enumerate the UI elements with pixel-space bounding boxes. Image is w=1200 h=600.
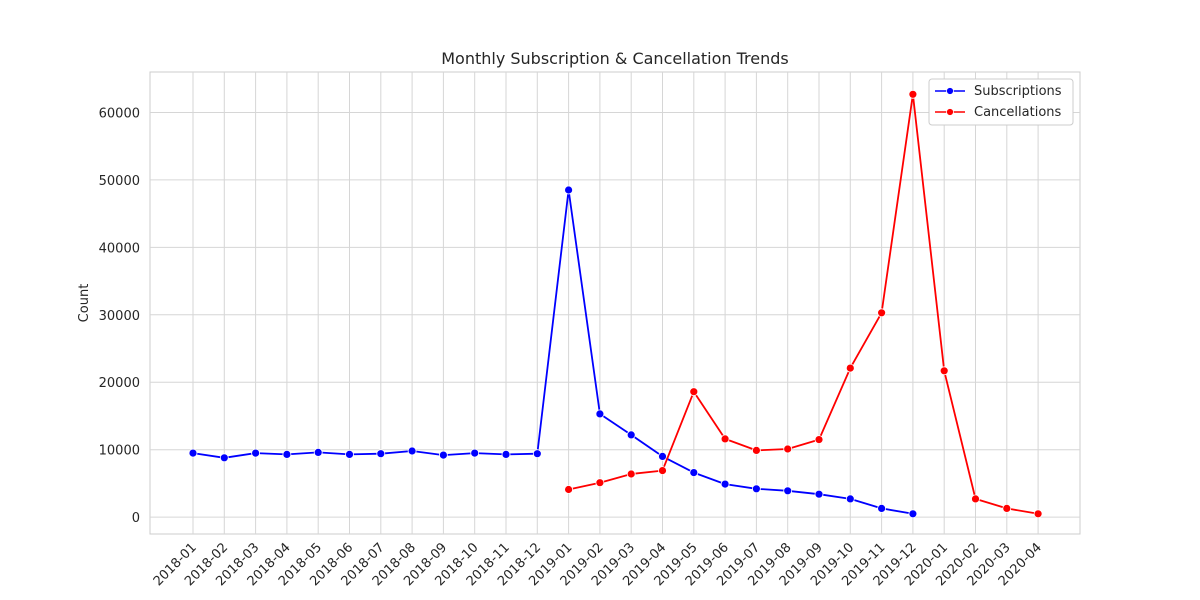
- plot-area: [149, 71, 1081, 535]
- y-axis-title: Count: [77, 284, 92, 323]
- data-point-subscriptions: [470, 448, 480, 458]
- data-point-cancellations: [877, 308, 886, 318]
- data-point-subscriptions: [188, 448, 198, 458]
- x-tick-labels: 2018-012018-022018-032018-042018-052018-…: [151, 540, 1045, 589]
- data-point-subscriptions: [595, 409, 605, 419]
- data-point-cancellations: [908, 89, 918, 99]
- data-point-subscriptions: [501, 449, 511, 459]
- data-point-subscriptions: [219, 453, 229, 463]
- data-point-subscriptions: [626, 430, 636, 440]
- data-point-cancellations: [783, 444, 793, 454]
- data-point-subscriptions: [407, 446, 417, 456]
- data-point-subscriptions: [814, 489, 824, 499]
- legend-subscriptions-marker: [946, 87, 954, 95]
- y-tick-label: 10000: [99, 444, 140, 459]
- data-point-subscriptions: [564, 185, 573, 195]
- legend-cancellations-marker: [946, 108, 954, 116]
- data-point-cancellations: [971, 494, 980, 504]
- data-point-subscriptions: [313, 447, 323, 457]
- chart-title: Monthly Subscription & Cancellation Tren…: [441, 49, 789, 68]
- data-point-subscriptions: [877, 503, 886, 513]
- data-point-cancellations: [1002, 503, 1012, 513]
- series-line-subscriptions: [192, 189, 914, 515]
- data-point-cancellations: [595, 478, 605, 488]
- data-point-cancellations: [720, 434, 730, 444]
- y-tick-label: 50000: [99, 174, 140, 189]
- data-point-cancellations: [752, 445, 761, 455]
- data-point-cancellations: [689, 387, 699, 397]
- y-tick-label: 40000: [99, 241, 140, 256]
- data-point-cancellations: [845, 363, 855, 373]
- x-gridlines: [192, 72, 1039, 534]
- data-point-subscriptions: [376, 449, 386, 459]
- y-tick-label: 0: [132, 511, 140, 526]
- data-point-subscriptions: [908, 509, 918, 519]
- data-point-cancellations: [814, 435, 824, 445]
- data-point-cancellations: [564, 485, 573, 494]
- data-point-subscriptions: [689, 468, 699, 478]
- data-point-cancellations: [658, 466, 667, 476]
- data-point-subscriptions: [438, 450, 448, 460]
- data-point-subscriptions: [251, 448, 261, 458]
- y-tick-labels: 0 10000 20000 30000 40000 50000 60000: [99, 106, 140, 526]
- legend-subscriptions-label: Subscriptions: [974, 84, 1062, 99]
- y-gridlines: [150, 111, 1080, 518]
- legend: Subscriptions Cancellations: [928, 78, 1074, 126]
- y-tick-label: 20000: [99, 376, 140, 391]
- data-point-subscriptions: [845, 494, 855, 504]
- data-point-cancellations: [626, 469, 636, 479]
- data-point-cancellations: [1033, 509, 1043, 519]
- y-tick-label: 30000: [99, 309, 140, 324]
- data-point-subscriptions: [720, 479, 730, 489]
- data-point-subscriptions: [783, 486, 793, 496]
- data-point-subscriptions: [532, 449, 542, 459]
- series-layer: [188, 89, 1043, 519]
- data-point-subscriptions: [282, 449, 292, 459]
- data-point-cancellations: [939, 366, 949, 376]
- series-line-cancellations: [568, 93, 1039, 515]
- data-point-subscriptions: [752, 484, 761, 494]
- y-tick-label: 60000: [99, 106, 140, 121]
- legend-cancellations-label: Cancellations: [974, 105, 1062, 120]
- data-point-subscriptions: [345, 449, 354, 459]
- data-point-subscriptions: [658, 451, 667, 461]
